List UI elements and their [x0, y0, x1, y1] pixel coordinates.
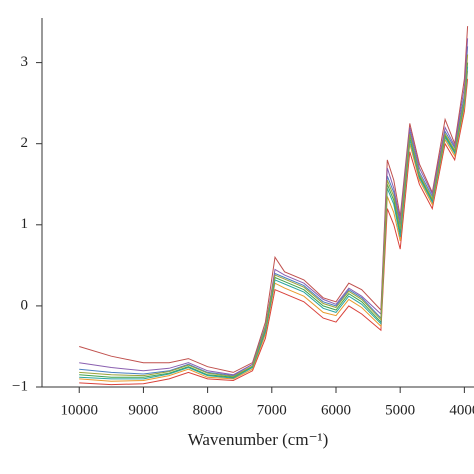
x-tick-label: 4000	[449, 402, 474, 418]
spectrum-line	[79, 54, 469, 378]
spectrum-line	[79, 26, 469, 373]
y-tick-label: −1	[12, 378, 28, 394]
x-tick-label: 7000	[257, 402, 287, 418]
x-tick-label: 10000	[60, 402, 98, 418]
y-tick-label: 1	[21, 216, 29, 232]
spectrum-line	[79, 78, 469, 386]
y-tick-label: 0	[21, 297, 29, 313]
y-tick-label: 2	[21, 135, 29, 151]
spectrum-line	[79, 38, 469, 376]
x-tick-label: 6000	[321, 402, 351, 418]
x-tick-label: 8000	[193, 402, 223, 418]
x-tick-label: 5000	[385, 402, 415, 418]
spectrum-line	[79, 46, 469, 377]
x-axis-label: Wavenumber (cm⁻¹)	[188, 430, 329, 449]
spectrum-line	[79, 62, 469, 378]
y-tick-label: 3	[21, 54, 29, 70]
spectrum-line	[79, 70, 469, 382]
spectrum-line	[79, 66, 469, 380]
x-tick-label: 9000	[128, 402, 158, 418]
